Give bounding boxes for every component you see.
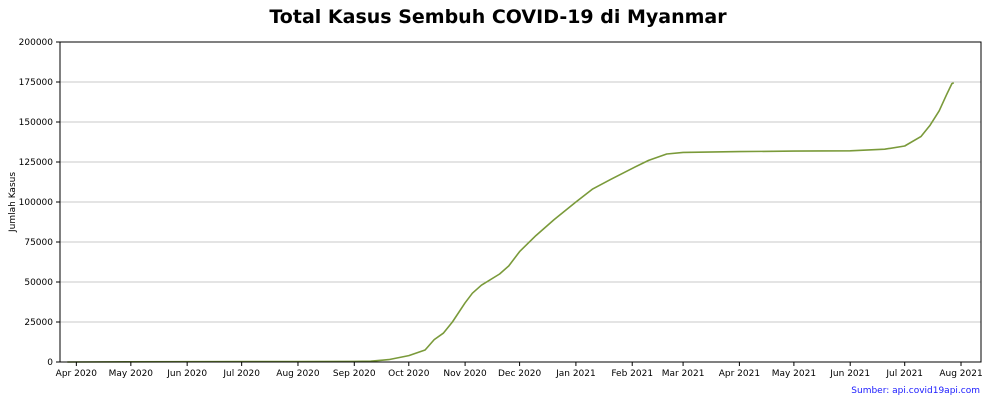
- y-tick-label: 125000: [19, 158, 54, 168]
- y-tick-label: 75000: [24, 238, 53, 248]
- x-tick-label: Aug 2021: [939, 369, 982, 379]
- x-tick-label: Apr 2021: [719, 369, 760, 379]
- y-tick-label: 200000: [19, 38, 54, 48]
- series-line: [67, 82, 955, 363]
- x-tick-label: Dec 2020: [498, 369, 541, 379]
- y-tick-label: 50000: [24, 278, 53, 288]
- y-axis: 0 25000 50000 75000 100000 125000 150000 175000…: [19, 38, 60, 368]
- y-tick-label: 100000: [19, 198, 54, 208]
- y-tick-label: 150000: [19, 118, 54, 128]
- x-tick-label: Jul 2020: [222, 369, 260, 379]
- y-axis-label: Jumlah Kasus: [8, 172, 18, 233]
- x-tick-label: Apr 2020: [56, 369, 98, 379]
- x-tick-label: May 2020: [109, 369, 154, 379]
- chart-title: Total Kasus Sembuh COVID-19 di Myanmar: [269, 6, 727, 28]
- y-tick-label: 25000: [24, 318, 53, 328]
- x-tick-label: Jul 2021: [885, 369, 923, 379]
- x-tick-label: Jan 2021: [555, 369, 596, 379]
- source-note: Sumber: api.covid19api.com: [851, 386, 980, 396]
- x-tick-label: Aug 2020: [276, 369, 320, 379]
- x-tick-label: Jun 2020: [166, 369, 207, 379]
- x-tick-label: Feb 2021: [611, 369, 653, 379]
- x-tick-label: Oct 2020: [388, 369, 430, 379]
- x-tick-label: Mar 2021: [662, 369, 705, 379]
- x-tick-label: May 2021: [772, 369, 816, 379]
- y-tick-label: 0: [47, 358, 53, 368]
- x-tick-label: Sep 2020: [333, 369, 376, 379]
- y-tick-label: 175000: [19, 78, 54, 88]
- grid-lines: [60, 81, 981, 323]
- series-layer: [67, 82, 955, 363]
- x-tick-label: Jun 2021: [829, 369, 870, 379]
- x-tick-label: Nov 2020: [443, 369, 487, 379]
- x-axis: Apr 2020 May 2020 Jun 2020 Jul 2020 Aug 2020…: [56, 362, 983, 379]
